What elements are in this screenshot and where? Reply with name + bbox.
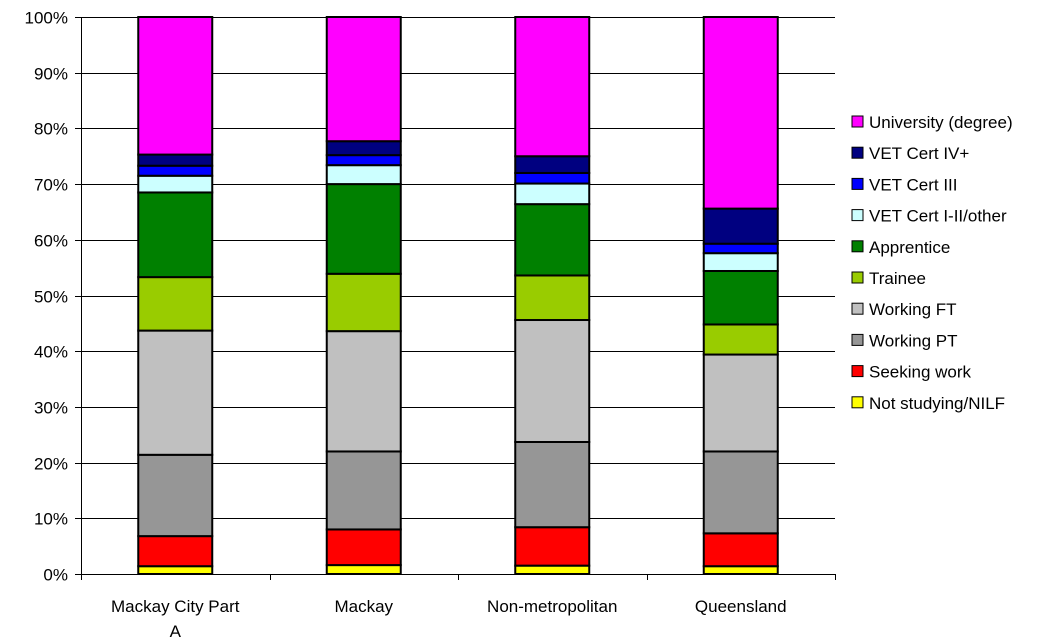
bar-segment — [514, 440, 591, 529]
bars — [137, 16, 779, 576]
bar-segment — [514, 526, 591, 567]
x-category-label: Non-metropolitan — [487, 597, 617, 616]
legend-swatch — [851, 240, 864, 253]
bar-segment — [137, 153, 214, 167]
bar-segment — [514, 203, 591, 277]
y-tick-label: 40% — [34, 343, 68, 362]
bar-segment — [514, 319, 591, 443]
bar-segment — [325, 140, 402, 157]
legend-label: Working FT — [869, 300, 957, 319]
bar-segment — [137, 329, 214, 456]
y-tick-label: 80% — [34, 120, 68, 139]
y-tick-labels: 0% 10% 20% 30% 40% 50% 60% 70% 80% 90% 100% — [25, 9, 68, 585]
legend-swatch — [851, 209, 864, 222]
x-category-label: Mackay City Part — [111, 597, 240, 616]
bar-segment — [702, 353, 779, 453]
legend-swatch — [851, 302, 864, 315]
bar-segment — [514, 171, 591, 185]
legend-label: Trainee — [869, 269, 926, 288]
legend-label: Seeking work — [869, 363, 972, 382]
legend-swatch — [851, 271, 864, 284]
bar-segment — [514, 16, 591, 158]
bar-segment — [702, 323, 779, 356]
bar-segment — [137, 453, 214, 538]
bar-segment — [325, 164, 402, 186]
y-tick-label: 60% — [34, 232, 68, 251]
x-category-label: Queensland — [695, 597, 787, 616]
y-tick-label: 50% — [34, 288, 68, 307]
bar-segment — [137, 174, 214, 194]
bar-segment — [702, 269, 779, 326]
y-tick-label: 30% — [34, 399, 68, 418]
bar-segment — [325, 272, 402, 333]
legend: University (degree) VET Cert IV+ VET Cert … — [851, 113, 1013, 413]
legend-swatch — [851, 115, 864, 128]
legend-swatch — [851, 365, 864, 378]
y-tick-label: 90% — [34, 65, 68, 84]
bar-segment — [702, 242, 779, 255]
legend-label: VET Cert I-II/other — [869, 207, 1007, 226]
bar-segment — [137, 565, 214, 576]
bar-segment — [702, 252, 779, 272]
bar-segment — [325, 450, 402, 531]
x-category-label: A — [170, 622, 182, 641]
legend-swatch — [851, 177, 864, 190]
x-category-labels: Mackay City Part A Mackay Non-metropolitan Q… — [111, 597, 787, 641]
legend-label: Not studying/NILF — [869, 394, 1005, 413]
y-tick-label: 10% — [34, 510, 68, 529]
bar-segment — [325, 154, 402, 167]
legend-label: University (degree) — [869, 113, 1013, 132]
y-tick-label: 70% — [34, 176, 68, 195]
bar-segment — [514, 155, 591, 174]
bar-segment — [137, 164, 214, 177]
legend-label: Apprentice — [869, 238, 950, 257]
bar-segment — [514, 182, 591, 206]
legend-swatch — [851, 396, 864, 409]
legend-label: VET Cert III — [869, 175, 958, 194]
legend-label: VET Cert IV+ — [869, 144, 969, 163]
bar-segment — [325, 183, 402, 275]
y-tick-label: 100% — [25, 9, 68, 28]
bar-segment — [137, 191, 214, 279]
bar-segment — [137, 16, 214, 156]
bar-segment — [325, 16, 402, 143]
x-category-label: Mackay — [334, 597, 393, 616]
bar-segment — [514, 564, 591, 576]
bar-segment — [325, 564, 402, 576]
y-tick-label: 0% — [43, 566, 68, 585]
bar-segment — [325, 528, 402, 567]
bar-segment — [514, 274, 591, 322]
bar-segment — [325, 330, 402, 453]
legend-label: Working PT — [869, 331, 958, 350]
y-tick-label: 20% — [34, 455, 68, 474]
bar-segment — [702, 16, 779, 210]
bar-segment — [702, 532, 779, 568]
bar-segment — [702, 207, 779, 245]
legend-swatch — [851, 333, 864, 346]
bar-segment — [137, 535, 214, 568]
bar-segment — [702, 450, 779, 535]
bar-segment — [702, 565, 779, 576]
legend-swatch — [851, 146, 864, 159]
axes — [75, 17, 836, 580]
bar-segment — [137, 276, 214, 332]
